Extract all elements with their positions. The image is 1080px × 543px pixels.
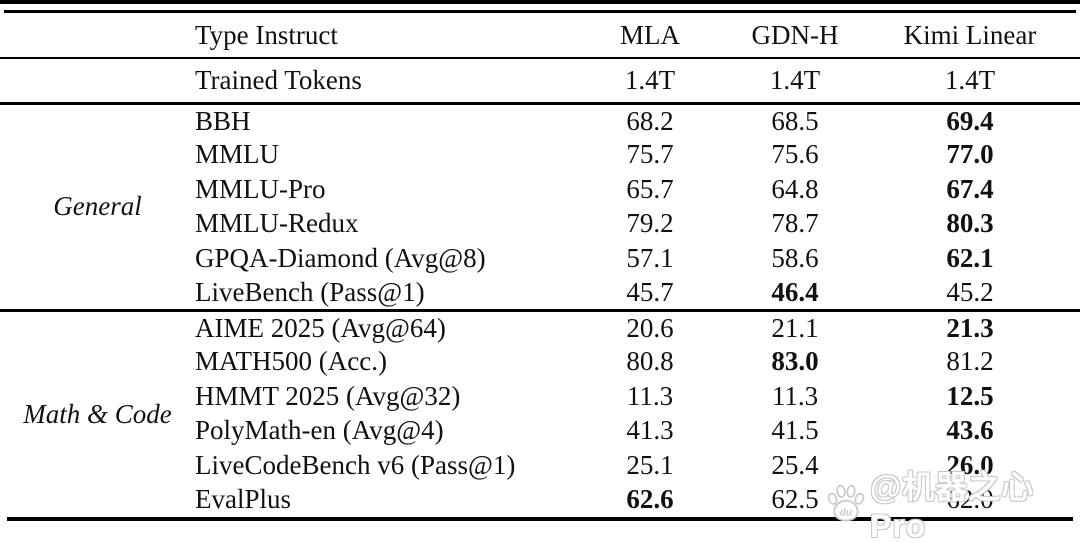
benchmark-name: MATH500 (Acc.) [195,346,387,377]
score-kimi-linear: 67.4 [946,173,994,204]
header-empty-cell [0,13,195,59]
table-row: LiveCodeBench v6 (Pass@1) 25.1 25.4 26.0 [0,448,1080,483]
score-gdn-h: 83.0 [771,346,819,377]
trained-tokens-gdn-h: 1.4T [730,58,860,105]
benchmark-table: Type Instruct MLA GDN-H Kimi Linear Trai… [0,13,1080,517]
score-gdn-h: 62.5 [771,484,819,515]
benchmark-name: PolyMath-en (Avg@4) [195,415,444,446]
score-gdn-h: 25.4 [771,449,819,480]
benchmark-name: MMLU [195,139,280,170]
score-mla: 75.7 [626,139,674,170]
score-mla: 65.7 [626,173,674,204]
benchmark-name: EvalPlus [195,484,292,515]
benchmark-name: AIME 2025 (Avg@64) [195,308,570,345]
section-label: Math & Code [0,308,195,517]
benchmark-name: MMLU-Pro [195,173,326,204]
table-row: EvalPlus 62.6 62.5 62.0 [0,483,1080,518]
score-mla: 25.1 [626,449,674,480]
score-gdn-h: 68.5 [771,105,819,136]
table-row: MATH500 (Acc.) 80.8 83.0 81.2 [0,345,1080,380]
table-row: LiveBench (Pass@1) 45.7 46.4 45.2 [0,276,1080,311]
score-gdn-h: 58.6 [771,242,819,273]
score-kimi-linear: 69.4 [946,105,994,136]
score-mla: 11.3 [626,380,674,411]
table-row: MMLU 75.7 75.6 77.0 [0,138,1080,173]
table-row: General BBH 68.2 68.5 69.4 [0,103,1080,222]
score-gdn-h: 46.4 [771,276,819,307]
benchmark-name: MMLU-Redux [195,208,359,239]
section-math-code: Math & Code AIME 2025 (Avg@64) 20.6 21.1 21.… [0,308,1080,518]
table-row: MMLU-Redux 79.2 78.7 80.3 [0,207,1080,242]
table-row: MMLU-Pro 65.7 64.8 67.4 [0,172,1080,207]
benchmark-name: LiveBench (Pass@1) [195,276,425,307]
score-mla: 41.3 [626,415,674,446]
score-kimi-linear: 43.6 [946,415,994,446]
score-mla: 20.6 [570,308,730,345]
score-gdn-h: 41.5 [771,415,819,446]
score-mla: 79.2 [626,208,674,239]
top-rule-outer [0,0,1080,4]
score-gdn-h: 64.8 [771,173,819,204]
score-kimi-linear: 21.3 [860,308,1080,345]
table-header-row: Type Instruct MLA GDN-H Kimi Linear [0,13,1080,59]
score-gdn-h: 21.1 [730,308,860,345]
header-col-gdn-h: GDN-H [730,13,860,59]
score-kimi-linear: 77.0 [946,139,994,170]
trained-tokens-kimi-linear: 1.4T [860,58,1080,105]
benchmark-name: BBH [195,105,251,136]
header-type-instruct: Type Instruct [195,13,570,59]
score-gdn-h: 75.6 [771,139,819,170]
header-col-mla: MLA [570,13,730,59]
trained-tokens-label: Trained Tokens [195,58,570,105]
benchmark-name: HMMT 2025 (Avg@32) [195,380,461,411]
table-row: HMMT 2025 (Avg@32) 11.3 11.3 12.5 [0,379,1080,414]
score-mla: 57.1 [626,242,674,273]
score-gdn-h: 78.7 [771,208,819,239]
benchmark-name: LiveCodeBench v6 (Pass@1) [195,449,516,480]
score-gdn-h: 11.3 [771,380,819,411]
score-mla: 68.2 [626,105,674,136]
score-kimi-linear: 80.3 [946,208,994,239]
score-kimi-linear: 81.2 [946,346,994,377]
section-label: General [53,191,142,221]
score-kimi-linear: 45.2 [946,276,994,307]
score-mla: 80.8 [626,346,674,377]
table-row: Math & Code AIME 2025 (Avg@64) 20.6 21.1 21.… [0,308,1080,517]
trained-tokens-row: Trained Tokens 1.4T 1.4T 1.4T [0,58,1080,105]
benchmark-name: GPQA-Diamond (Avg@8) [195,242,486,273]
table-row: GPQA-Diamond (Avg@8) 57.1 58.6 62.1 [0,241,1080,276]
score-kimi-linear: 26.0 [946,449,994,480]
score-mla: 45.7 [626,276,674,307]
bottom-rule [7,517,1073,521]
trained-tokens-mla: 1.4T [570,58,730,105]
tokens-empty-cell [0,58,195,105]
section-general: General BBH 68.2 68.5 69.4 MMLU 75.7 75.6 77.0 MM… [0,103,1080,310]
score-mla: 62.6 [626,484,674,515]
score-kimi-linear: 62.1 [946,242,994,273]
header-col-kimi-linear: Kimi Linear [860,13,1080,59]
score-kimi-linear: 62.0 [946,484,994,515]
table-row: PolyMath-en (Avg@4) 41.3 41.5 43.6 [0,414,1080,449]
score-kimi-linear: 12.5 [946,380,994,411]
top-rule-inner [4,10,1076,13]
